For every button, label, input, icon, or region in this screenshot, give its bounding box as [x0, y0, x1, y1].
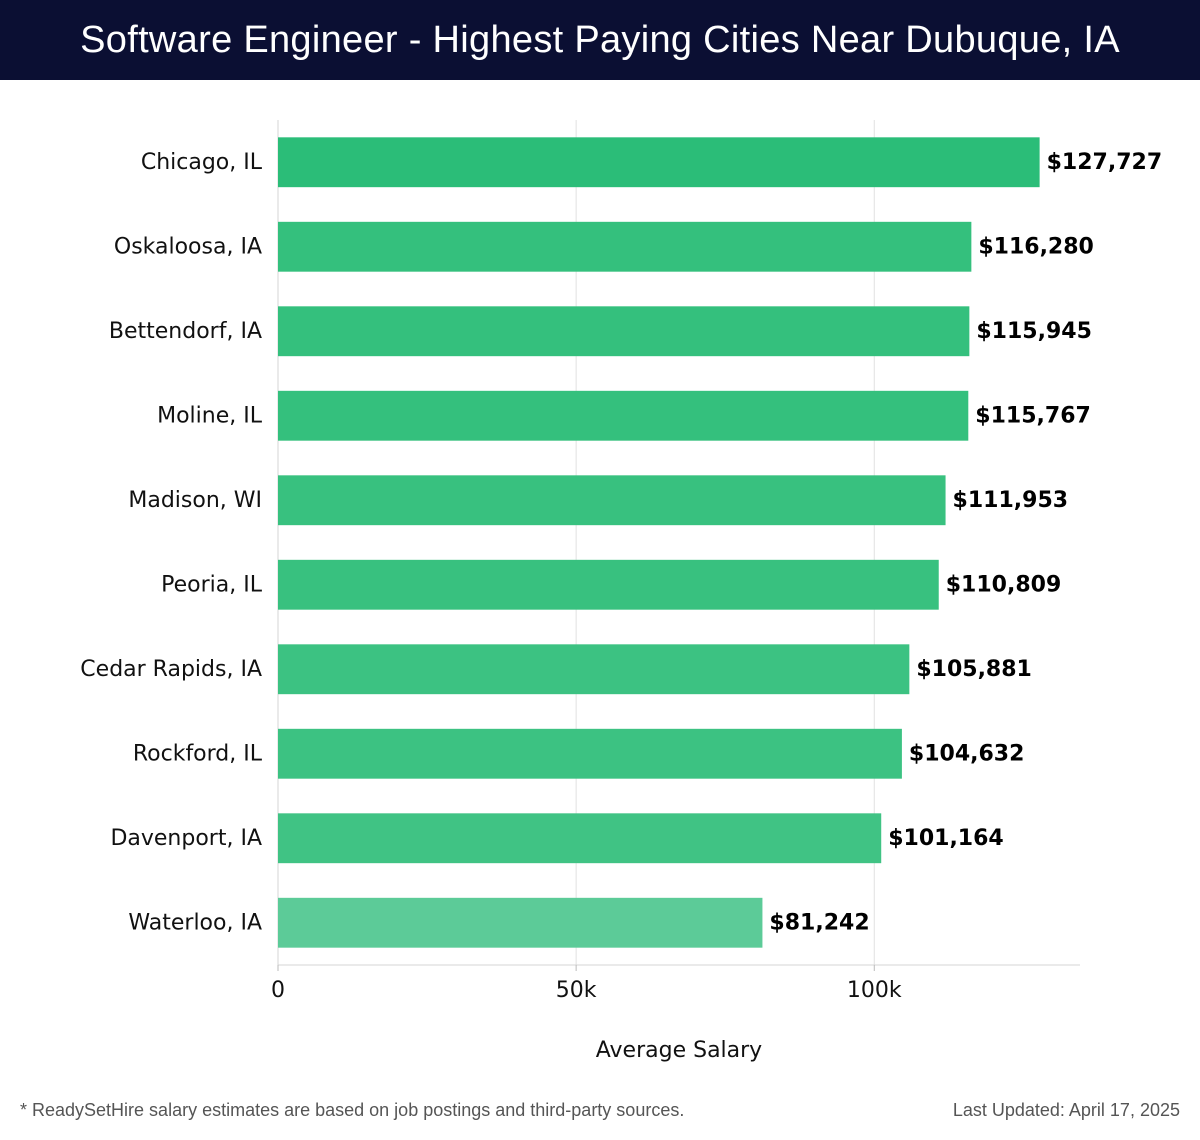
salary-bar-chart: Chicago, IL $127,727 Oskaloosa, IA $116,280…: [0, 80, 1200, 1080]
value-label: $127,727: [1047, 150, 1163, 175]
value-label: $111,953: [953, 488, 1069, 513]
bar: [278, 390, 969, 441]
x-tick-label: 50k: [556, 978, 597, 1003]
bar: [278, 306, 970, 357]
value-label: $116,280: [978, 234, 1094, 259]
value-label: $110,809: [946, 572, 1062, 597]
chart-title: Software Engineer - Highest Paying Citie…: [80, 18, 1120, 61]
bar: [278, 221, 972, 272]
category-label: Madison, WI: [128, 488, 262, 513]
category-label: Chicago, IL: [141, 150, 263, 175]
value-label: $101,164: [888, 826, 1004, 851]
bar: [278, 897, 763, 948]
value-label: $115,945: [976, 319, 1092, 344]
bar: [278, 559, 939, 610]
category-label: Oskaloosa, IA: [114, 234, 262, 259]
value-label: $115,767: [975, 403, 1091, 428]
x-axis-title: Average Salary: [596, 1038, 762, 1063]
category-label: Rockford, IL: [133, 741, 263, 766]
chart-svg: Chicago, IL $127,727 Oskaloosa, IA $116,280…: [80, 120, 1163, 1063]
bar: [278, 813, 882, 864]
category-label: Moline, IL: [157, 403, 263, 428]
chart-header: Software Engineer - Highest Paying Citie…: [0, 0, 1200, 80]
value-label: $81,242: [769, 910, 869, 935]
bar: [278, 728, 902, 779]
category-label: Peoria, IL: [161, 572, 263, 597]
x-tick-label: 0: [271, 978, 285, 1003]
category-label: Waterloo, IA: [128, 910, 262, 935]
last-updated: Last Updated: April 17, 2025: [952, 1100, 1180, 1120]
category-label: Bettendorf, IA: [109, 319, 262, 344]
category-label: Davenport, IA: [110, 826, 262, 851]
bar: [278, 475, 946, 526]
value-label: $104,632: [909, 741, 1025, 766]
value-label: $105,881: [916, 657, 1032, 682]
category-label: Cedar Rapids, IA: [80, 657, 262, 682]
bar: [278, 137, 1040, 188]
x-tick-label: 100k: [847, 978, 902, 1003]
bar: [278, 644, 910, 695]
footer-note: * ReadySetHire salary estimates are base…: [20, 1100, 685, 1120]
